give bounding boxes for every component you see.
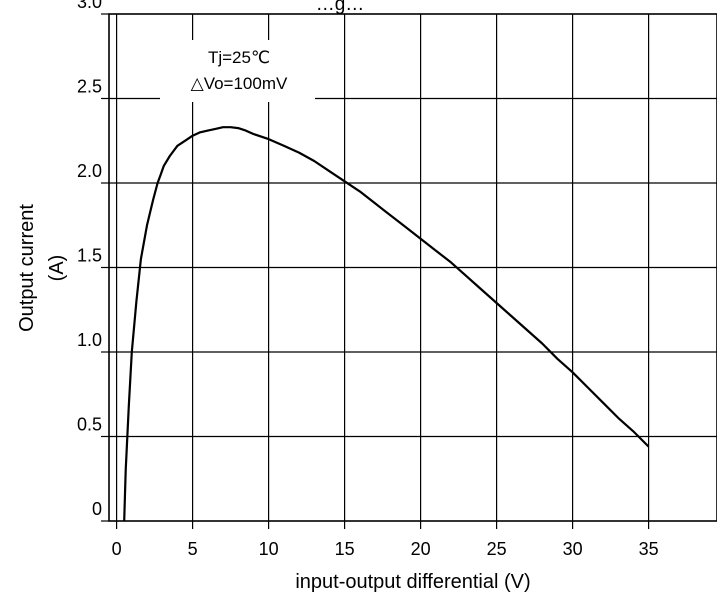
x-tick-labels: 0 5 10 15 20 25 30 35 xyxy=(112,539,659,559)
annotation-temperature: Tj=25℃ xyxy=(208,48,270,67)
chart-title: …g… xyxy=(316,0,365,15)
annotation-dropout-voltage: △Vo=100mV xyxy=(191,74,288,93)
series-layer xyxy=(123,126,650,522)
plot-frame xyxy=(108,13,717,522)
x-axis-title: input-output differential (V) xyxy=(295,571,530,593)
y-tick-label: 1.5 xyxy=(77,246,102,266)
annotation-background xyxy=(160,40,315,102)
y-tick-label: 2.5 xyxy=(77,77,102,97)
y-tick-label: 0.5 xyxy=(77,415,102,435)
y-tick-label: 1.0 xyxy=(77,330,102,350)
x-tick-label: 25 xyxy=(487,539,507,559)
x-tick-label: 15 xyxy=(335,539,355,559)
x-tick-label: 30 xyxy=(563,539,583,559)
y-tick-label: 0 xyxy=(92,499,102,519)
x-tick-label: 35 xyxy=(639,539,659,559)
y-tick-label: 3.0 xyxy=(77,0,102,12)
series-line xyxy=(123,126,650,522)
x-tick-label: 0 xyxy=(112,539,122,559)
x-tick-label: 20 xyxy=(411,539,431,559)
y-tick-labels: 0 0.5 1.0 1.5 2.0 2.5 3.0 xyxy=(77,0,102,519)
y-axis-title-line2: (A) xyxy=(46,255,68,282)
x-tick-label: 5 xyxy=(188,539,198,559)
y-axis-title-line1: Output current xyxy=(16,204,38,332)
y-tick-label: 2.0 xyxy=(77,161,102,181)
axis-ticks xyxy=(101,13,650,529)
x-tick-label: 10 xyxy=(259,539,279,559)
